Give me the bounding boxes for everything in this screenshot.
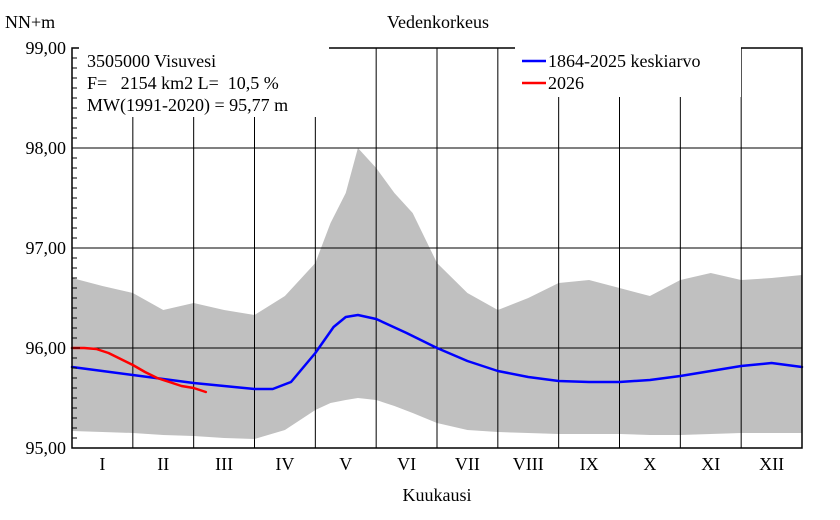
legend: 1864-2025 keskiarvo 2026 (515, 47, 741, 97)
x-tick-label: IV (275, 454, 294, 474)
y-ticks: 95,00 96,00 97,00 98,00 99,00 (26, 38, 80, 458)
x-tick-label: XII (759, 454, 784, 474)
y-tick-label: 99,00 (26, 38, 67, 58)
y-tick-label: 97,00 (26, 238, 67, 258)
x-ticks: I II III IV V VI VII VIII IX X XI XII (99, 454, 784, 474)
x-tick-label: III (215, 454, 233, 474)
x-tick-label: VI (397, 454, 416, 474)
x-tick-label: IX (580, 454, 599, 474)
series-line-mean (70, 313, 804, 391)
info-box-frame (79, 45, 329, 117)
x-tick-label: VII (455, 454, 480, 474)
info-line: MW(1991-2020) = 95,77 m (87, 95, 288, 116)
info-line: F= 2154 km2 L= 10,5 % (87, 73, 279, 93)
info-line: 3505000 Visuvesi (87, 51, 216, 71)
y-tick-label: 96,00 (26, 338, 67, 358)
y-tick-label: 98,00 (26, 138, 67, 158)
x-tick-label: X (643, 454, 656, 474)
x-tick-label: VIII (513, 454, 544, 474)
legend-frame (515, 47, 741, 97)
series-line-current (70, 346, 208, 394)
x-axis-label: Kuukausi (403, 485, 472, 505)
x-tick-label: I (99, 454, 105, 474)
x-tick-label: XI (701, 454, 720, 474)
y-axis-label: NN+m (5, 12, 55, 32)
info-box: 3505000 Visuvesi F= 2154 km2 L= 10,5 % M… (79, 45, 329, 117)
legend-label-current: 2026 (548, 73, 584, 93)
chart-title: Vedenkorkeus (387, 12, 489, 32)
y-tick-label: 95,00 (26, 438, 67, 458)
series-lines (70, 313, 804, 394)
legend-label-mean: 1864-2025 keskiarvo (548, 51, 700, 71)
x-tick-label: V (339, 454, 352, 474)
x-tick-label: II (157, 454, 169, 474)
